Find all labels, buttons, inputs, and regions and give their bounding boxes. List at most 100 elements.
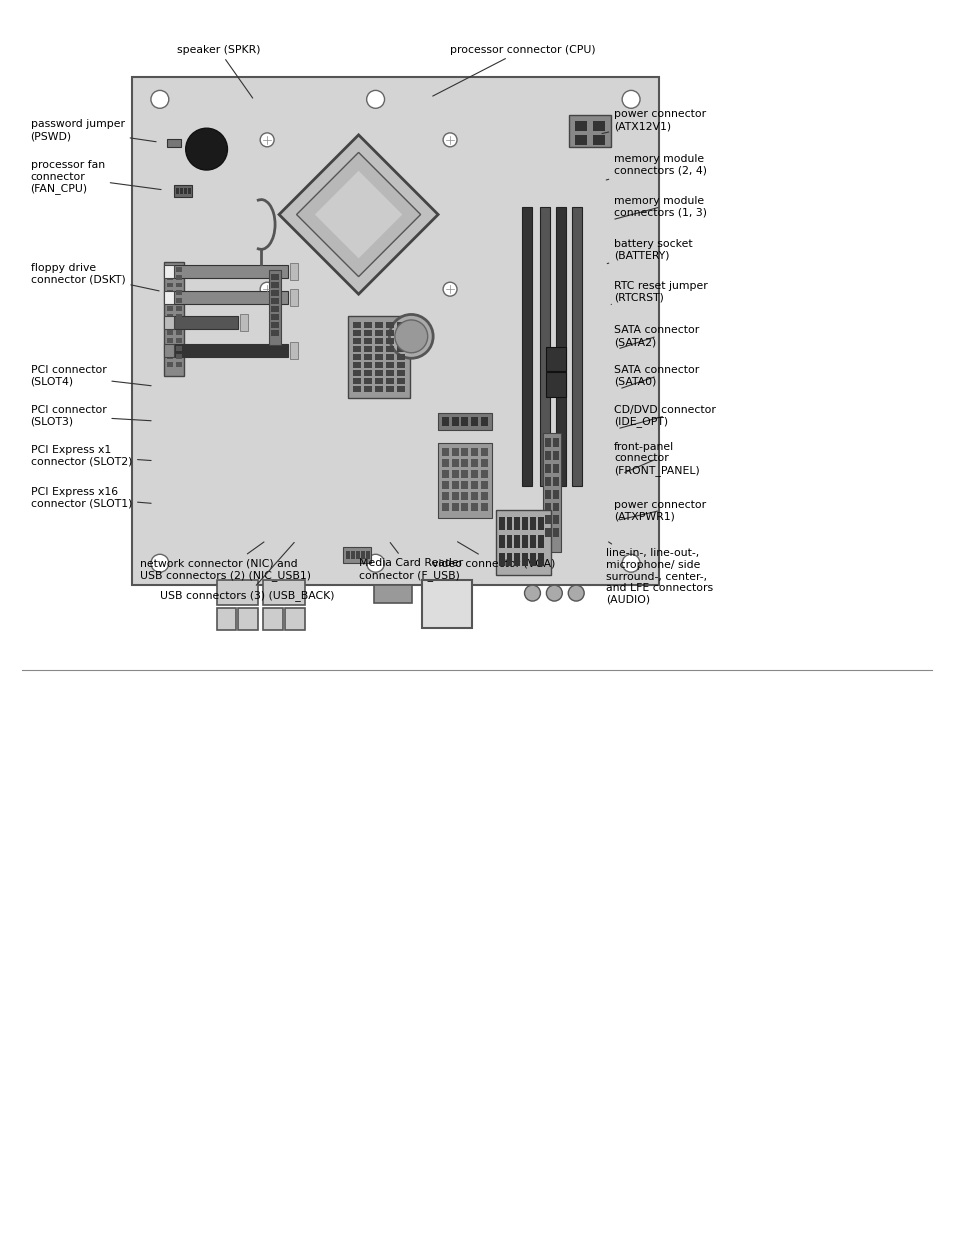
Bar	[175, 362, 181, 367]
Bar	[365, 551, 369, 559]
Bar	[437, 412, 492, 431]
Bar	[385, 385, 394, 391]
Bar	[553, 529, 558, 537]
Bar	[167, 290, 172, 295]
Bar	[164, 262, 184, 377]
Bar	[522, 517, 528, 530]
Bar	[385, 369, 394, 375]
Bar	[537, 517, 544, 530]
Bar	[175, 330, 181, 335]
Bar	[441, 503, 448, 511]
Bar	[506, 553, 512, 566]
Bar	[271, 274, 278, 280]
Text: network connector (NIC) and
USB connectors (2) (NIC_USB1): network connector (NIC) and USB connecto…	[140, 542, 311, 580]
Text: PCI Express x1
connector (SLOT2): PCI Express x1 connector (SLOT2)	[30, 445, 151, 467]
Bar	[571, 206, 581, 485]
Bar	[514, 517, 520, 530]
Bar	[441, 459, 448, 467]
Bar	[451, 469, 458, 478]
Bar	[441, 492, 448, 500]
Bar	[271, 330, 278, 336]
Text: CD/DVD connector
(IDE_OPT): CD/DVD connector (IDE_OPT)	[614, 405, 716, 429]
Bar	[175, 322, 181, 327]
Bar	[173, 290, 288, 304]
Text: PCI connector
(SLOT3): PCI connector (SLOT3)	[30, 405, 151, 427]
Bar	[553, 489, 558, 499]
Bar	[530, 553, 536, 566]
Bar	[471, 469, 477, 478]
Bar	[364, 385, 372, 391]
Bar	[544, 463, 551, 473]
Bar	[544, 438, 551, 447]
Circle shape	[260, 133, 274, 147]
Bar	[461, 459, 468, 467]
Bar	[396, 354, 404, 359]
Bar	[481, 492, 488, 500]
Bar	[364, 322, 372, 329]
Bar	[375, 338, 382, 343]
Bar	[481, 448, 488, 456]
Bar	[385, 346, 394, 352]
Bar	[421, 580, 471, 627]
Bar	[364, 378, 372, 384]
Polygon shape	[296, 152, 420, 277]
Bar	[385, 322, 394, 329]
Polygon shape	[279, 135, 437, 294]
Bar	[360, 551, 364, 559]
Bar	[355, 551, 359, 559]
Bar	[544, 515, 551, 525]
Text: SATA connector
(SATA2): SATA connector (SATA2)	[614, 326, 699, 348]
Text: USB connectors (3) (USB_BACK): USB connectors (3) (USB_BACK)	[160, 542, 334, 601]
Bar	[385, 378, 394, 384]
Text: line-in-, line-out-,
microphone/ side
surround-, center-,
and LFE connectors
(AU: line-in-, line-out-, microphone/ side su…	[605, 542, 713, 605]
Bar	[216, 580, 258, 605]
Bar	[530, 535, 536, 548]
Circle shape	[621, 555, 639, 572]
Bar	[167, 322, 172, 327]
Text: speaker (SPKR): speaker (SPKR)	[176, 44, 260, 98]
Bar	[396, 369, 404, 375]
Bar	[216, 608, 236, 630]
Bar	[437, 443, 492, 517]
Bar	[481, 459, 488, 467]
Bar	[375, 385, 382, 391]
Bar	[167, 267, 172, 272]
Bar	[451, 459, 458, 467]
Bar	[271, 290, 278, 296]
Bar	[545, 347, 565, 372]
Bar	[167, 140, 180, 147]
Text: password jumper
(PSWD): password jumper (PSWD)	[30, 120, 156, 142]
Bar	[164, 290, 173, 304]
Circle shape	[442, 133, 456, 147]
Bar	[353, 338, 360, 343]
Bar	[385, 362, 394, 368]
Bar	[471, 492, 477, 500]
Bar	[175, 274, 181, 279]
Bar	[544, 489, 551, 499]
Bar	[451, 503, 458, 511]
Text: video connector (VGA): video connector (VGA)	[432, 542, 555, 568]
Bar	[353, 322, 360, 329]
Bar	[351, 551, 355, 559]
Bar	[175, 354, 181, 359]
Bar	[593, 135, 604, 146]
Bar	[396, 385, 404, 391]
Bar	[506, 535, 512, 548]
Bar	[375, 330, 382, 336]
Bar	[175, 283, 181, 288]
Text: power connector
(ATX12V1): power connector (ATX12V1)	[601, 110, 705, 133]
Bar	[175, 290, 181, 295]
Bar	[173, 266, 288, 278]
Bar	[167, 299, 172, 304]
Bar	[175, 346, 181, 351]
Bar	[164, 345, 173, 357]
Bar	[167, 346, 172, 351]
Circle shape	[366, 90, 384, 109]
Circle shape	[151, 90, 169, 109]
Bar	[353, 369, 360, 375]
Bar	[374, 585, 412, 603]
Bar	[471, 480, 477, 489]
Text: PCI Express x16
connector (SLOT1): PCI Express x16 connector (SLOT1)	[30, 487, 151, 509]
Text: memory module
connectors (2, 4): memory module connectors (2, 4)	[605, 154, 706, 180]
Bar	[396, 362, 404, 368]
